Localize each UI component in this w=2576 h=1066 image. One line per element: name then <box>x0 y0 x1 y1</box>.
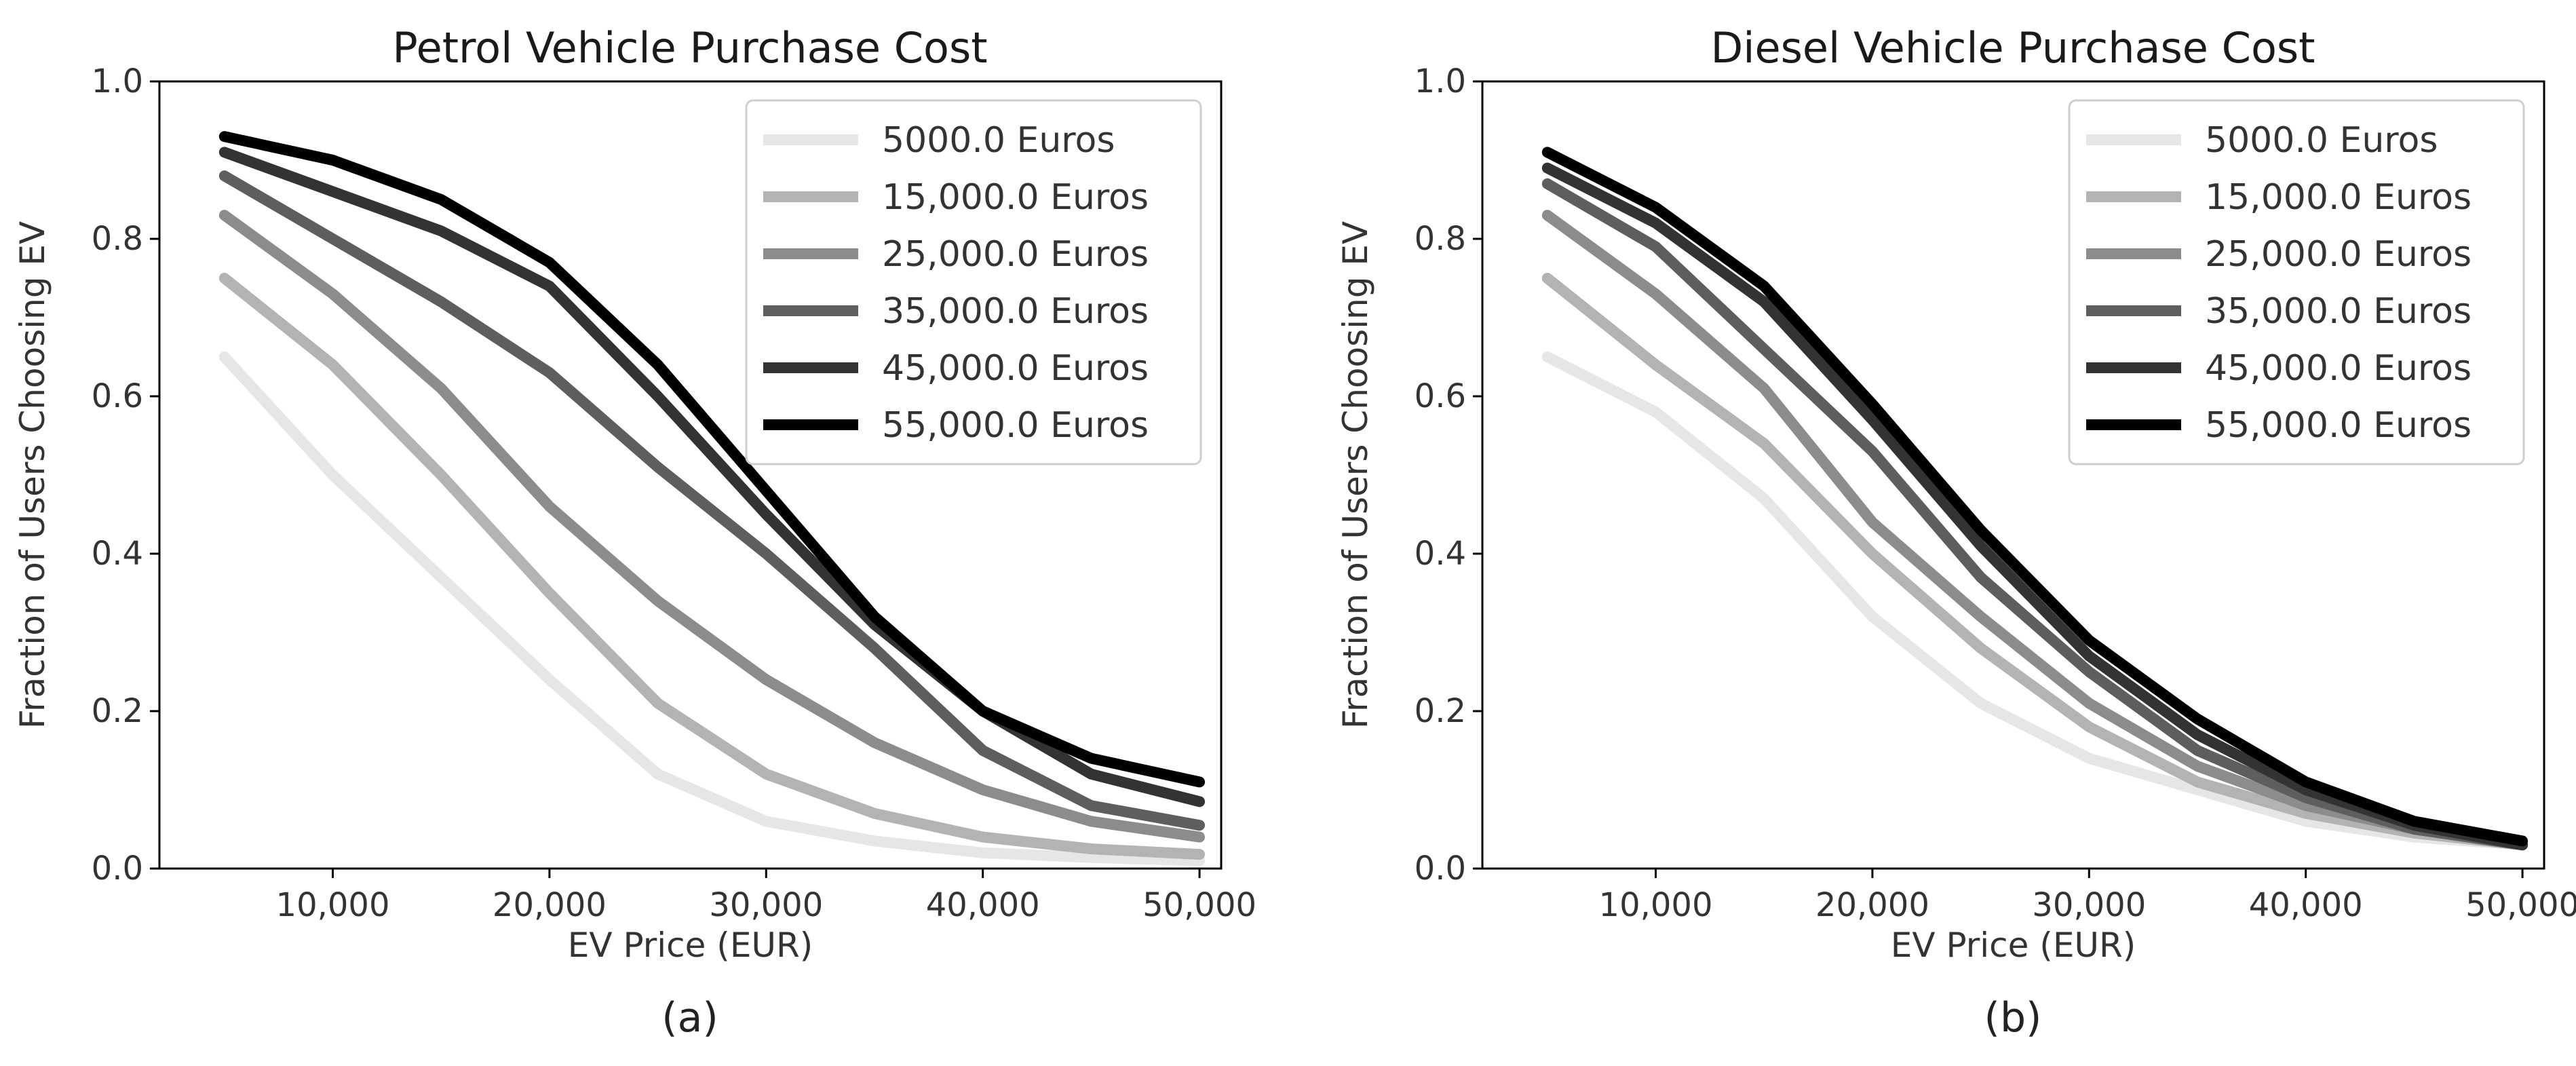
y-tick-label: 0.0 <box>1415 850 1466 888</box>
x-tick-label: 20,000 <box>1815 886 1929 924</box>
x-tick-label: 20,000 <box>493 886 607 924</box>
y-axis-label: Fraction of Users Choosing EV <box>13 221 52 729</box>
legend-label: 55,000.0 Euros <box>882 405 1149 446</box>
panel-caption: (a) <box>661 994 718 1042</box>
y-tick-label: 0.8 <box>92 220 143 258</box>
legend-label: 5000.0 Euros <box>2205 120 2438 161</box>
legend-box <box>745 99 1202 465</box>
series-line-1 <box>218 273 1206 860</box>
series-lines <box>218 131 1206 867</box>
x-tick-label: 40,000 <box>926 886 1040 924</box>
y-tick-label: 0.4 <box>92 535 143 573</box>
series-line-4 <box>218 147 1206 807</box>
legend-label: 45,000.0 Euros <box>882 348 1149 389</box>
x-tick-label: 50,000 <box>1142 886 1256 924</box>
legend-label: 45,000.0 Euros <box>2205 348 2472 389</box>
legend-label: 25,000.0 Euros <box>882 234 1149 275</box>
legend-box <box>2068 99 2525 465</box>
plot-frame <box>158 80 1223 870</box>
legend: 5000.0 Euros 15,000.0 Euros 25,000.0 Euros… <box>2068 99 2525 465</box>
x-tick-label: 10,000 <box>1599 886 1713 924</box>
y-tick-label: 0.6 <box>92 377 143 415</box>
legend-label: 35,000.0 Euros <box>882 291 1149 332</box>
y-tick-label: 0.0 <box>92 850 143 888</box>
x-tick-label: 30,000 <box>2032 886 2146 924</box>
series-line-3 <box>218 170 1206 831</box>
series-line-1 <box>1541 273 2529 851</box>
plot-frame <box>1481 80 2545 870</box>
series-line-0 <box>218 351 1206 867</box>
y-tick-label: 0.4 <box>1415 535 1466 573</box>
series-lines <box>1541 147 2529 851</box>
series-line-0 <box>1541 351 2529 851</box>
series-line-5 <box>218 131 1206 788</box>
y-tick-label: 0.2 <box>1415 692 1466 730</box>
chart-panel-diesel: Diesel Vehicle Purchase Cost 10,000 20,000… <box>1336 23 2576 1042</box>
series-line-4 <box>1541 162 2529 851</box>
series-line-5 <box>1541 147 2529 847</box>
y-tick-label: 0.2 <box>92 692 143 730</box>
legend-label: 15,000.0 Euros <box>882 177 1149 218</box>
chart-panel-petrol: Petrol Vehicle Purchase Cost 10,000 20,000… <box>13 23 1256 1042</box>
series-line-2 <box>218 210 1206 843</box>
x-tick-label: 30,000 <box>709 886 823 924</box>
y-tick-label: 0.6 <box>1415 377 1466 415</box>
y-tick-label: 1.0 <box>1415 62 1466 100</box>
x-axis-label: EV Price (EUR) <box>1891 926 2136 965</box>
y-tick-label: 1.0 <box>92 62 143 100</box>
x-tick-label: 10,000 <box>276 886 390 924</box>
legend-label: 35,000.0 Euros <box>2205 291 2472 332</box>
y-axis-label: Fraction of Users Choosing EV <box>1336 221 1375 729</box>
chart-title: Petrol Vehicle Purchase Cost <box>392 23 987 73</box>
y-tick-label: 0.8 <box>1415 220 1466 258</box>
legend: 5000.0 Euros 15,000.0 Euros 25,000.0 Euros… <box>745 99 1202 465</box>
legend-label: 55,000.0 Euros <box>2205 405 2472 446</box>
series-line-3 <box>1541 178 2529 851</box>
legend-label: 15,000.0 Euros <box>2205 177 2472 218</box>
panel-caption: (b) <box>1984 994 2042 1042</box>
legend-label: 25,000.0 Euros <box>2205 234 2472 275</box>
x-axis-label: EV Price (EUR) <box>568 926 813 965</box>
x-tick-label: 50,000 <box>2465 886 2576 924</box>
legend-label: 5000.0 Euros <box>882 120 1115 161</box>
x-tick-label: 40,000 <box>2249 886 2363 924</box>
chart-title: Diesel Vehicle Purchase Cost <box>1710 23 2315 73</box>
